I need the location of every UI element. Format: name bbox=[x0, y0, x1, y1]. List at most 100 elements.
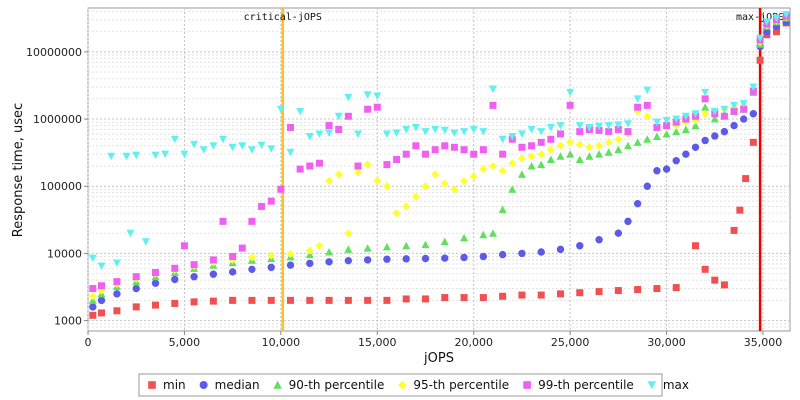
data-point bbox=[633, 199, 642, 208]
data-point bbox=[431, 170, 440, 179]
data-point bbox=[624, 128, 632, 136]
data-point bbox=[527, 152, 536, 161]
data-point bbox=[575, 122, 584, 130]
data-point bbox=[692, 242, 699, 250]
data-point bbox=[393, 156, 401, 164]
data-point bbox=[402, 255, 410, 263]
data-point bbox=[88, 254, 97, 263]
data-point bbox=[89, 285, 97, 293]
data-point bbox=[701, 109, 710, 118]
data-point bbox=[557, 290, 564, 298]
data-point bbox=[460, 146, 468, 154]
data-point bbox=[460, 294, 468, 302]
data-point bbox=[161, 150, 170, 159]
data-point bbox=[180, 242, 188, 250]
data-point bbox=[595, 141, 604, 150]
data-point bbox=[411, 123, 420, 132]
data-point bbox=[614, 121, 623, 129]
data-point bbox=[364, 296, 372, 304]
data-point bbox=[518, 291, 526, 299]
legend-label: 90-th percentile bbox=[289, 378, 385, 392]
data-point bbox=[546, 155, 555, 164]
data-point bbox=[97, 262, 106, 270]
y-axis-ticks: 1000 10000 100000 1000000 10000000 bbox=[26, 46, 88, 328]
data-point bbox=[248, 296, 256, 304]
data-point bbox=[614, 229, 623, 237]
data-point bbox=[489, 85, 497, 94]
data-point bbox=[517, 154, 526, 163]
grid-lines bbox=[87, 8, 790, 331]
data-point bbox=[653, 123, 661, 131]
legend-swatch-90-th percentile bbox=[273, 380, 282, 389]
x-tick-label: 25,000 bbox=[551, 336, 590, 349]
data-point bbox=[756, 56, 764, 64]
data-point bbox=[556, 245, 565, 254]
data-point bbox=[653, 285, 661, 293]
legend-label: 95-th percentile bbox=[413, 378, 509, 392]
data-point bbox=[498, 166, 507, 175]
legend-label: median bbox=[215, 378, 260, 392]
data-point bbox=[547, 135, 555, 143]
data-point bbox=[112, 259, 121, 267]
data-point bbox=[652, 132, 661, 141]
data-point bbox=[537, 248, 545, 256]
data-point bbox=[132, 151, 141, 160]
data-point bbox=[363, 91, 372, 99]
data-point bbox=[576, 242, 584, 250]
data-point bbox=[537, 160, 546, 169]
data-point bbox=[219, 135, 227, 144]
data-point bbox=[614, 135, 623, 144]
data-point bbox=[382, 182, 391, 191]
data-point bbox=[383, 296, 391, 304]
data-point bbox=[247, 253, 256, 262]
legend-swatch-95-th percentile bbox=[398, 380, 407, 390]
data-point bbox=[122, 152, 131, 161]
data-point bbox=[662, 129, 671, 138]
data-point bbox=[740, 115, 748, 123]
data-point bbox=[248, 265, 256, 274]
x-axis-title: jOPS bbox=[423, 351, 454, 366]
legend-swatch-max bbox=[647, 381, 657, 390]
data-point bbox=[691, 110, 700, 118]
data-point bbox=[672, 115, 681, 124]
data-point bbox=[88, 292, 97, 301]
data-point bbox=[392, 129, 401, 138]
series-median bbox=[89, 18, 790, 311]
data-point bbox=[402, 295, 410, 303]
data-point bbox=[643, 101, 651, 109]
data-point bbox=[537, 128, 546, 136]
data-point bbox=[701, 103, 710, 111]
data-point bbox=[460, 176, 469, 185]
data-point bbox=[614, 287, 622, 295]
x-tick-label: 20,000 bbox=[454, 336, 493, 349]
data-point bbox=[643, 135, 652, 143]
data-point bbox=[392, 208, 401, 217]
data-point bbox=[499, 292, 507, 300]
data-point bbox=[479, 294, 487, 302]
data-point bbox=[498, 205, 507, 214]
data-point bbox=[296, 165, 304, 173]
data-point bbox=[421, 182, 430, 191]
data-point bbox=[228, 143, 237, 152]
data-point bbox=[402, 241, 411, 250]
data-point bbox=[171, 299, 179, 307]
data-point bbox=[344, 93, 353, 102]
legend: min median 90-th percentile 95-th percentil… bbox=[138, 373, 689, 397]
legend-swatch-99-th percentile bbox=[523, 381, 531, 389]
data-point bbox=[720, 105, 729, 114]
data-point bbox=[499, 150, 507, 158]
data-point bbox=[701, 88, 710, 97]
data-point bbox=[190, 273, 198, 281]
legend-swatch-min bbox=[148, 381, 156, 389]
data-point bbox=[604, 138, 613, 147]
data-point bbox=[633, 138, 642, 146]
data-point bbox=[113, 307, 121, 315]
legend-label: 99-th percentile bbox=[538, 378, 634, 392]
data-point bbox=[97, 296, 106, 305]
data-point bbox=[209, 256, 217, 264]
data-point bbox=[576, 128, 584, 136]
data-point bbox=[585, 123, 594, 132]
data-point bbox=[720, 281, 728, 289]
data-point bbox=[199, 146, 208, 154]
data-point bbox=[441, 254, 449, 262]
